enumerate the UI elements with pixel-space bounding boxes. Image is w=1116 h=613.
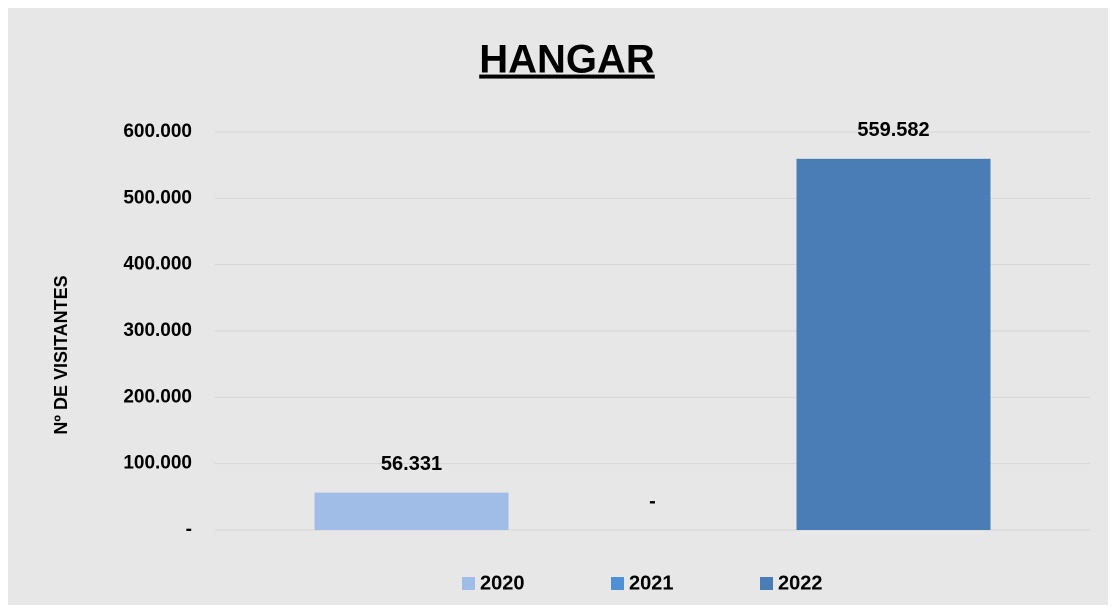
legend-swatch — [611, 577, 624, 590]
value-label: 56.331 — [381, 453, 442, 475]
y-tick-label: 200.000 — [123, 386, 192, 407]
y-tick-label: - — [186, 519, 192, 540]
y-axis-label: Nº DE VISITANTES — [51, 275, 71, 434]
y-tick-label: 100.000 — [123, 453, 192, 474]
y-tick-label: 400.000 — [123, 254, 192, 275]
bar — [314, 492, 509, 530]
y-tick-label: 600.000 — [123, 121, 192, 142]
y-tick-label: 500.000 — [123, 187, 192, 208]
legend-label: 2021 — [629, 572, 674, 594]
legend-swatch — [462, 577, 475, 590]
bar — [796, 158, 991, 530]
legend-label: 2020 — [480, 572, 525, 594]
chart-title: HANGAR — [479, 38, 655, 82]
legend-swatch — [760, 577, 773, 590]
value-label: 559.582 — [857, 119, 929, 141]
y-tick-label: 300.000 — [123, 320, 192, 341]
value-label: - — [649, 490, 656, 512]
legend-label: 2022 — [778, 572, 823, 594]
